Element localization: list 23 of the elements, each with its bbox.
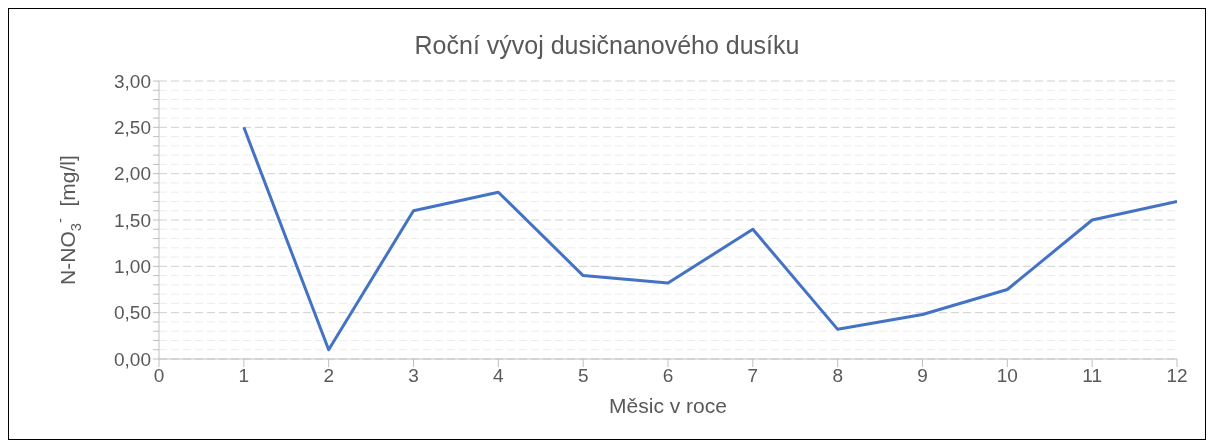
x-tick-label: 11 [1082, 365, 1103, 387]
x-tick-label: 8 [832, 365, 843, 387]
chart-title: Roční vývoj dusičnanového dusíku [413, 31, 801, 60]
x-tick-label: 1 [238, 365, 250, 387]
y-tick-label: 1,00 [114, 256, 151, 278]
y-tick-label: 2,00 [114, 163, 151, 185]
x-tick-label: 2 [323, 365, 334, 387]
x-tick-label: 7 [747, 365, 759, 387]
x-tick-label: 10 [996, 365, 1018, 387]
x-tick-label: 0 [153, 365, 165, 387]
x-axis-title: Měsic v roce [609, 394, 727, 417]
y-tick-label: 3,00 [114, 70, 151, 92]
x-tick-label: 3 [408, 365, 419, 387]
x-tick-label: 4 [493, 365, 505, 387]
y-tick-label: 0,50 [114, 302, 151, 324]
x-tick-label: 12 [1166, 365, 1188, 387]
line-series [242, 125, 1177, 352]
x-tick-label: 5 [577, 365, 589, 387]
y-tick-label: 1,50 [114, 209, 151, 231]
y-tick-label: 2,50 [114, 117, 151, 139]
y-tick-label: 0,00 [114, 348, 151, 370]
x-tick-label: 9 [917, 365, 928, 387]
x-tick-label: 6 [662, 365, 674, 387]
